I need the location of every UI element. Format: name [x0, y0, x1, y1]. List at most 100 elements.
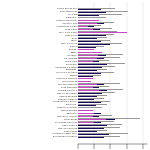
Bar — [78, 79, 99, 80]
Bar — [78, 92, 115, 93]
Bar — [78, 105, 96, 106]
Bar — [78, 107, 102, 108]
Bar — [78, 128, 104, 129]
Bar — [78, 130, 107, 131]
Bar — [78, 40, 95, 41]
Bar — [78, 17, 106, 18]
Bar — [78, 28, 112, 29]
Bar — [78, 58, 97, 59]
Bar — [78, 23, 104, 24]
Bar — [78, 101, 110, 102]
Bar — [78, 37, 107, 38]
Bar — [78, 12, 106, 13]
Bar — [78, 90, 107, 91]
Bar — [78, 11, 101, 12]
Bar — [78, 73, 101, 74]
Bar — [78, 110, 93, 111]
Bar — [78, 49, 94, 50]
Bar — [78, 52, 102, 53]
Bar — [78, 98, 104, 99]
Bar — [78, 25, 101, 26]
Bar — [78, 41, 101, 42]
Bar — [78, 90, 99, 91]
Bar — [78, 29, 100, 30]
Bar — [78, 63, 125, 64]
Bar — [78, 107, 89, 108]
Bar — [78, 69, 92, 70]
Bar — [78, 8, 93, 9]
Bar — [78, 43, 102, 44]
Bar — [78, 26, 94, 27]
Bar — [78, 127, 120, 128]
Bar — [78, 96, 98, 97]
Bar — [78, 23, 98, 24]
Bar — [78, 81, 91, 82]
Bar — [78, 84, 104, 85]
Bar — [78, 32, 109, 33]
Bar — [78, 95, 107, 96]
Bar — [78, 130, 92, 131]
Bar — [78, 93, 102, 94]
Bar — [78, 44, 110, 45]
Bar — [78, 43, 122, 44]
Bar — [78, 55, 98, 56]
Bar — [78, 137, 104, 138]
Bar — [78, 131, 98, 132]
Bar — [78, 14, 122, 15]
Bar — [78, 136, 97, 137]
Bar — [78, 38, 98, 39]
Bar — [78, 116, 99, 117]
Bar — [78, 54, 123, 55]
Bar — [78, 83, 120, 84]
Bar — [78, 69, 107, 70]
Bar — [78, 89, 123, 90]
Bar — [78, 60, 109, 61]
Bar — [78, 22, 114, 23]
Bar — [78, 57, 120, 58]
Bar — [78, 119, 106, 120]
Bar — [78, 78, 93, 79]
Bar — [78, 116, 93, 117]
Bar — [78, 61, 99, 62]
Bar — [78, 87, 99, 88]
Bar — [78, 113, 94, 114]
Bar — [78, 20, 99, 21]
Bar — [78, 49, 112, 50]
Bar — [78, 122, 94, 123]
Bar — [78, 75, 101, 76]
Bar — [78, 47, 96, 48]
Bar — [78, 122, 101, 123]
Bar — [78, 112, 114, 113]
Bar — [78, 101, 93, 102]
Bar — [78, 26, 88, 27]
Bar — [78, 34, 114, 35]
Bar — [78, 17, 96, 18]
Bar — [78, 102, 101, 103]
Bar — [78, 124, 122, 125]
Bar — [78, 84, 98, 85]
Bar — [78, 133, 101, 134]
Bar — [78, 52, 114, 53]
Bar — [78, 11, 128, 12]
Bar — [78, 61, 93, 62]
Bar — [78, 115, 112, 116]
Bar — [78, 118, 140, 119]
Bar — [78, 55, 106, 56]
Bar — [78, 87, 93, 88]
Bar — [78, 14, 91, 15]
Bar — [78, 70, 98, 71]
Bar — [78, 104, 92, 105]
Bar — [78, 133, 128, 134]
Bar — [78, 8, 115, 9]
Bar — [78, 134, 109, 135]
Bar — [78, 72, 114, 73]
Bar — [78, 119, 115, 120]
Bar — [78, 104, 107, 105]
Bar — [78, 15, 99, 16]
Bar — [78, 99, 94, 100]
Bar — [78, 125, 107, 126]
Bar — [78, 121, 114, 122]
Bar — [78, 75, 88, 76]
Bar — [78, 31, 117, 32]
Bar — [78, 86, 109, 87]
